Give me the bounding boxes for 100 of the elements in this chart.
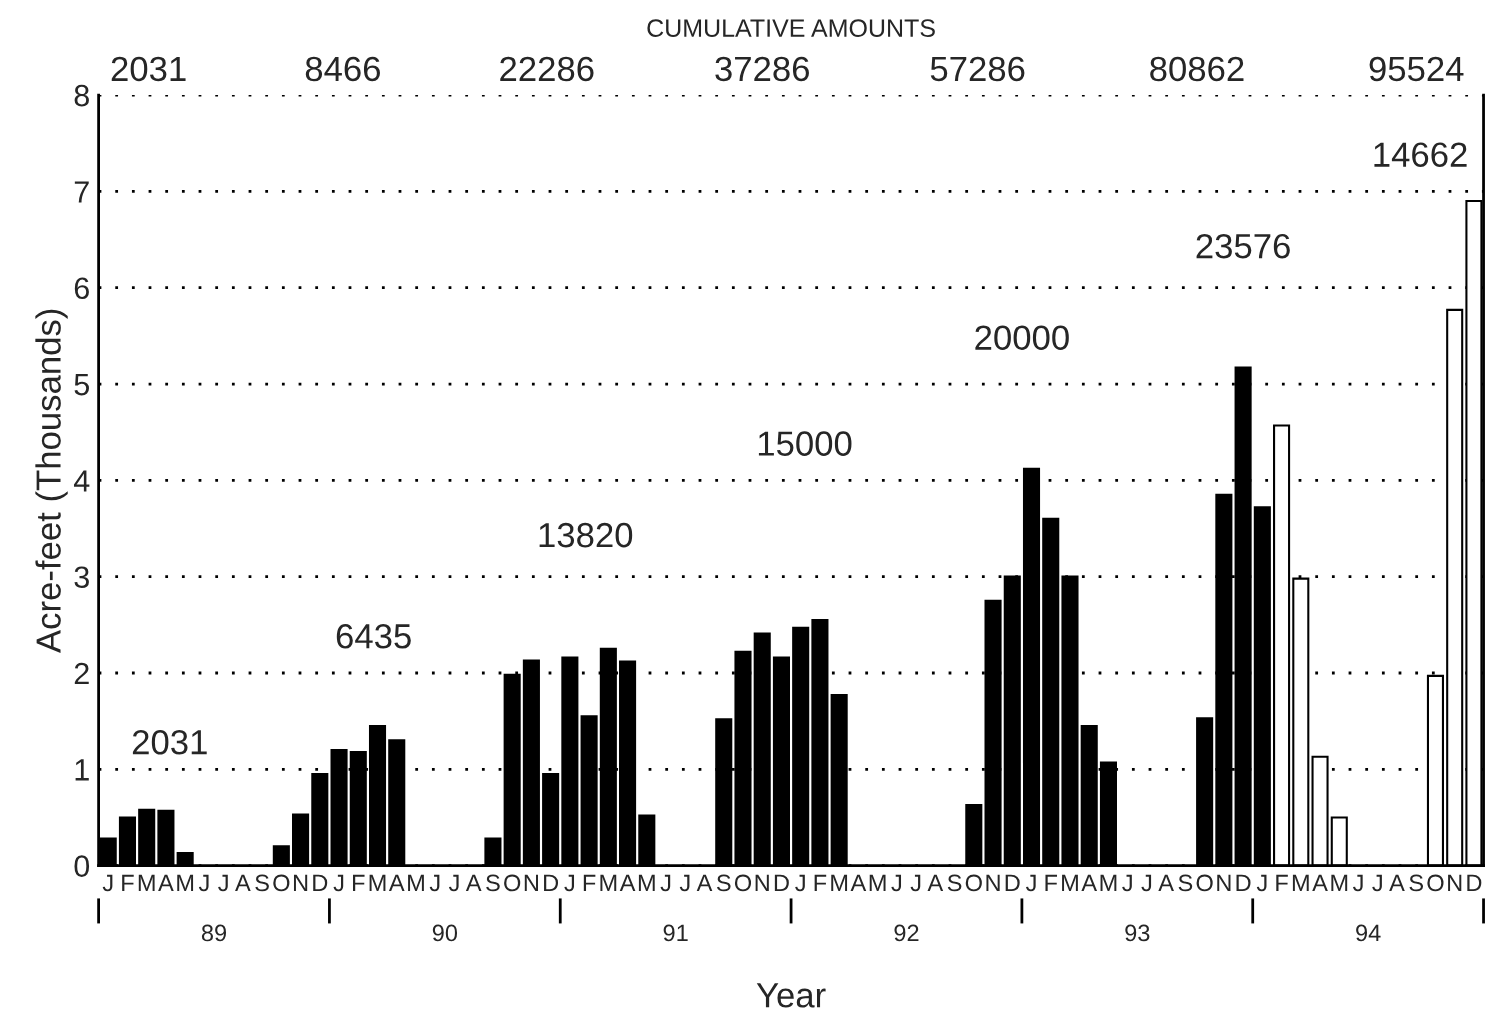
x-tick-label: D [1005, 874, 1020, 892]
x-axis-title: Year [756, 983, 826, 1008]
x-tick-label: J [910, 874, 921, 892]
x-tick-label: M [1062, 874, 1078, 892]
x-tick-label: O [273, 874, 290, 892]
x-tick-label: O [965, 874, 982, 892]
x-tick-label: J [1122, 874, 1132, 892]
x-tick-label: J [333, 874, 344, 892]
x-tick-label: A [158, 874, 174, 892]
x-tick-label: J [1141, 874, 1152, 892]
x-tick-label: J [102, 874, 113, 892]
x-tick-label: M [177, 874, 194, 892]
x-tick-label: A [927, 874, 944, 892]
x-tick-label: S [1178, 874, 1193, 892]
x-tick-label: N [1448, 874, 1462, 892]
annotation: 20000 [975, 325, 1069, 350]
x-tick-label: A [1389, 874, 1405, 892]
x-tick-label: M [1292, 874, 1309, 892]
x-tick-label: M [869, 874, 886, 892]
annotation: 15000 [758, 431, 852, 456]
x-tick-label: F [1045, 874, 1058, 892]
y-axis-title: Acre-feet (Thousands) [35, 309, 68, 653]
text: 95524 [1369, 56, 1464, 82]
x-tick-label: S [947, 874, 962, 892]
x-tick-label: N [1217, 874, 1231, 892]
text: 91 [663, 924, 688, 942]
x-tick-label: M [1331, 874, 1348, 892]
x-tick-label: J [448, 874, 459, 892]
x-tick-label: A [465, 874, 482, 892]
text: 57286 [930, 56, 1025, 82]
y-tick-label: 6 [74, 277, 89, 300]
x-tick-label: M [1100, 874, 1117, 892]
text: 22286 [500, 56, 594, 82]
x-tick-label: O [1427, 874, 1444, 892]
x-tick-label: N [755, 874, 769, 892]
x-tick-label: D [1467, 874, 1482, 892]
y-tick-label: 7 [74, 181, 89, 203]
annotation: 23576 [1196, 233, 1290, 259]
x-tick-label: A [850, 874, 867, 892]
x-tick-label: M [408, 874, 424, 892]
y-tick-label: 4 [73, 470, 90, 492]
y-tick-label: 5 [74, 374, 89, 396]
x-tick-label: M [638, 874, 655, 892]
y-tick-label: 8 [74, 84, 89, 107]
y-tick-label: 3 [74, 566, 89, 589]
text: 93 [1125, 924, 1150, 942]
x-tick-label: F [122, 874, 134, 892]
x-tick-label: O [734, 874, 752, 892]
text: 2031 [111, 56, 186, 82]
x-tick-label: J [1372, 874, 1382, 892]
x-tick-label: N [524, 874, 538, 892]
x-tick-label: J [198, 874, 209, 892]
x-tick-label: S [486, 874, 500, 892]
x-tick-label: J [218, 874, 228, 892]
y-tick-label: 2 [74, 662, 89, 685]
x-tick-label: O [504, 874, 521, 892]
x-tick-label: J [429, 874, 440, 892]
text: 80862 [1150, 56, 1244, 82]
x-tick-label: O [1196, 874, 1213, 892]
x-tick-label: J [660, 874, 671, 892]
text: 37286 [715, 56, 809, 82]
x-tick-label: M [369, 874, 386, 892]
text: 92 [894, 924, 919, 942]
x-tick-label: D [1236, 874, 1251, 892]
x-tick-label: D [544, 874, 559, 892]
x-tick-label: J [1352, 874, 1363, 892]
x-tick-label: M [138, 874, 155, 892]
x-tick-label: S [255, 874, 269, 892]
x-tick-label: F [353, 874, 365, 892]
text: 94 [1356, 924, 1381, 942]
x-tick-label: J [795, 874, 805, 892]
x-tick-label: J [1025, 874, 1036, 892]
x-tick-label: J [1256, 874, 1267, 892]
annotation: 13820 [539, 522, 633, 548]
text: 8466 [305, 56, 380, 82]
x-tick-label: N [293, 874, 308, 892]
x-tick-label: S [716, 874, 731, 892]
x-tick-label: F [1276, 874, 1288, 892]
annotation: 14662 [1374, 142, 1467, 167]
x-tick-label: A [1158, 874, 1174, 892]
x-tick-label: A [235, 874, 251, 892]
text: 90 [432, 924, 458, 942]
x-tick-label: A [696, 874, 713, 892]
x-tick-label: N [986, 874, 1000, 892]
y-tick-label: 1 [75, 759, 89, 781]
annotation: 6435 [336, 624, 411, 649]
x-tick-label: D [313, 874, 328, 892]
x-tick-label: F [814, 874, 827, 892]
x-tick-label: A [619, 874, 636, 892]
annotation: 2031 [132, 729, 207, 755]
x-tick-label: J [891, 874, 902, 892]
chart-title: CUMULATIVE AMOUNTS [647, 19, 935, 37]
text: 89 [201, 924, 227, 942]
x-tick-label: J [679, 874, 690, 892]
x-tick-label: A [1081, 874, 1098, 892]
x-tick-label: M [600, 874, 617, 892]
y-tick-label: 0 [74, 855, 90, 878]
x-tick-label: F [583, 874, 596, 892]
x-tick-label: M [831, 874, 848, 892]
x-tick-label: A [1312, 874, 1328, 892]
